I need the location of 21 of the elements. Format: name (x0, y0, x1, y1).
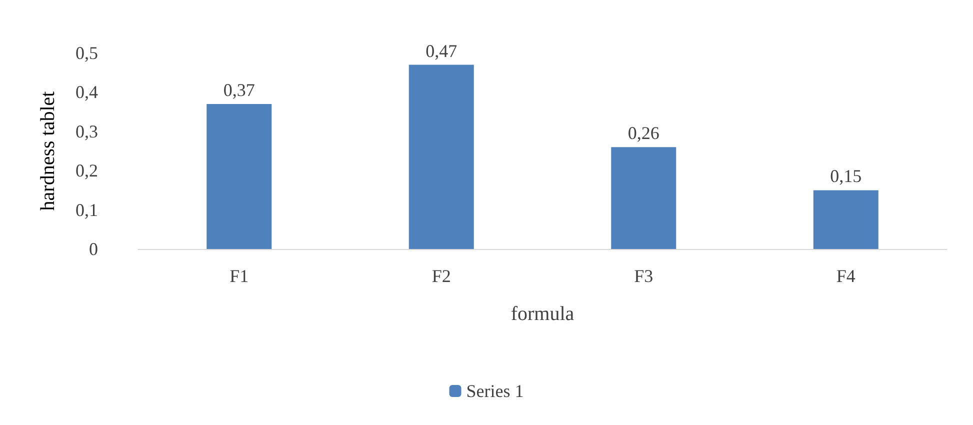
x-tick-label: F1 (230, 266, 249, 286)
bar (813, 190, 878, 249)
bar (408, 64, 474, 249)
y-axis-title: hardness tablet (37, 90, 59, 211)
bar (611, 147, 676, 249)
y-tick-label: 0,1 (76, 200, 98, 220)
y-tick-label: 0 (89, 239, 98, 259)
data-label: 0,26 (628, 123, 660, 144)
x-tick-label: F4 (836, 266, 856, 286)
data-label: 0,37 (223, 80, 255, 100)
data-label: 0,47 (426, 40, 458, 61)
legend-label: Series 1 (466, 381, 524, 401)
x-axis-title: formula (510, 303, 574, 325)
y-tick-label: 0,5 (76, 43, 98, 63)
bar (206, 104, 272, 249)
y-tick-label: 0,2 (76, 160, 98, 181)
y-tick-label: 0,4 (76, 82, 98, 102)
data-label: 0,15 (830, 166, 862, 186)
x-tick-label: F3 (634, 266, 654, 286)
y-tick-label: 0,3 (76, 121, 98, 142)
x-tick-label: F2 (432, 266, 451, 286)
